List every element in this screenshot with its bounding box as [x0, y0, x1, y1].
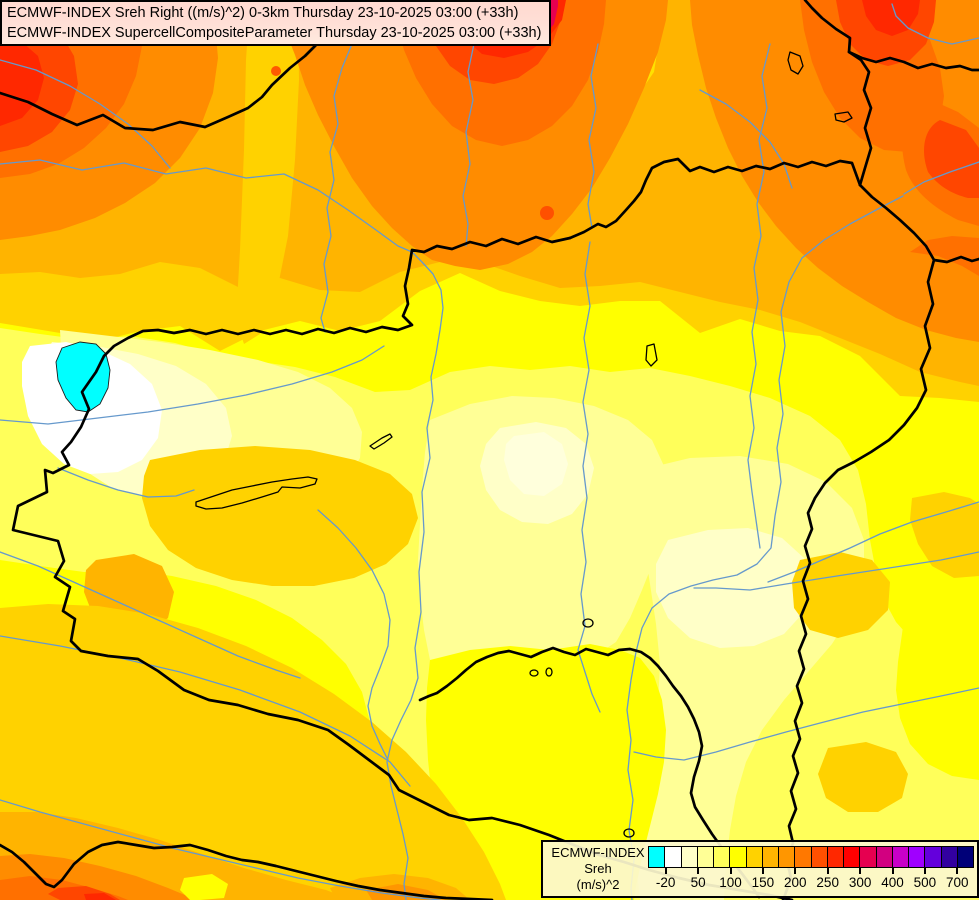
- colorbar-cell: [649, 847, 666, 867]
- colorbar-cell: [811, 847, 828, 867]
- legend-title: ECMWF-INDEX Sreh (m/s)^2: [549, 845, 647, 893]
- lakes: [195, 51, 853, 838]
- colorbar-tick-label: 700: [946, 875, 969, 890]
- colorbar-tick: [859, 868, 862, 874]
- legend-title-model: ECMWF-INDEX: [551, 845, 645, 860]
- colorbar-cell: [681, 847, 698, 867]
- colorbar-tick: [891, 868, 894, 874]
- colorbar-tick: [826, 868, 829, 874]
- colorbar-cell: [909, 847, 926, 867]
- lake-velence-outline: [369, 433, 393, 450]
- colorbar-cell: [860, 847, 877, 867]
- colorbar-cell: [892, 847, 909, 867]
- colorbar-cell: [762, 847, 779, 867]
- colorbar-cell: [876, 847, 893, 867]
- colorbar-tick-label: 400: [881, 875, 904, 890]
- colorbar-cell: [714, 847, 731, 867]
- colorbar-cell: [746, 847, 763, 867]
- title-box: ECMWF-INDEX Sreh Right ((m/s)^2) 0-3km T…: [0, 0, 551, 46]
- colorbar-cell: [957, 847, 973, 867]
- colorbar-tick: [664, 868, 667, 874]
- colorbar-tick-label: 250: [816, 875, 839, 890]
- colorbar-cell: [925, 847, 942, 867]
- colorbar-tick-label: -20: [655, 875, 676, 890]
- colorbar-tick-label: 500: [913, 875, 937, 890]
- colorbar-cell: [697, 847, 714, 867]
- colorbar-cell: [795, 847, 812, 867]
- colorbar-tick: [923, 868, 926, 874]
- colorbar-tick: [794, 868, 797, 874]
- colorbar-tick: [761, 868, 764, 874]
- colorbar-tick-label: 100: [719, 875, 742, 890]
- colorbar-tick-label: 150: [751, 875, 775, 890]
- colorbar-tick-label: 300: [848, 875, 872, 890]
- colorbar-tick: [956, 868, 959, 874]
- legend-title-parameter: Sreh: [584, 861, 612, 876]
- colorbar-cell: [941, 847, 958, 867]
- colorbar-cell: [844, 847, 861, 867]
- title-line-1: ECMWF-INDEX Sreh Right ((m/s)^2) 0-3km T…: [7, 5, 519, 21]
- colorbar-tick: [697, 868, 700, 874]
- legend: ECMWF-INDEX Sreh (m/s)^2 -20 50 100 150 200 2…: [541, 840, 979, 898]
- colorbar-cell: [665, 847, 682, 867]
- colorbar-cell: [730, 847, 747, 867]
- colorbar-tick: [729, 868, 732, 874]
- lake-balaton-outline: [195, 476, 318, 510]
- colorbar-tick-label: 50: [690, 875, 706, 890]
- title-line-2: ECMWF-INDEX SupercellCompositeParameter …: [7, 25, 542, 41]
- colorbar: [648, 846, 974, 868]
- legend-title-units: (m/s)^2: [576, 877, 620, 892]
- negative-sreh-region: [55, 341, 111, 413]
- colorbar-cell: [827, 847, 844, 867]
- colorbar-cell: [779, 847, 796, 867]
- colorbar-tick-label: 200: [784, 875, 807, 890]
